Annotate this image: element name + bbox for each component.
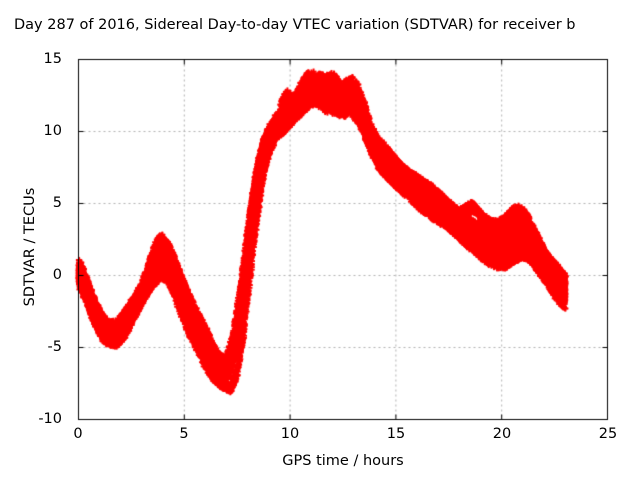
- scatter-plot-canvas: [0, 0, 640, 480]
- plot-figure: Day 287 of 2016, Sidereal Day-to-day VTE…: [0, 0, 640, 480]
